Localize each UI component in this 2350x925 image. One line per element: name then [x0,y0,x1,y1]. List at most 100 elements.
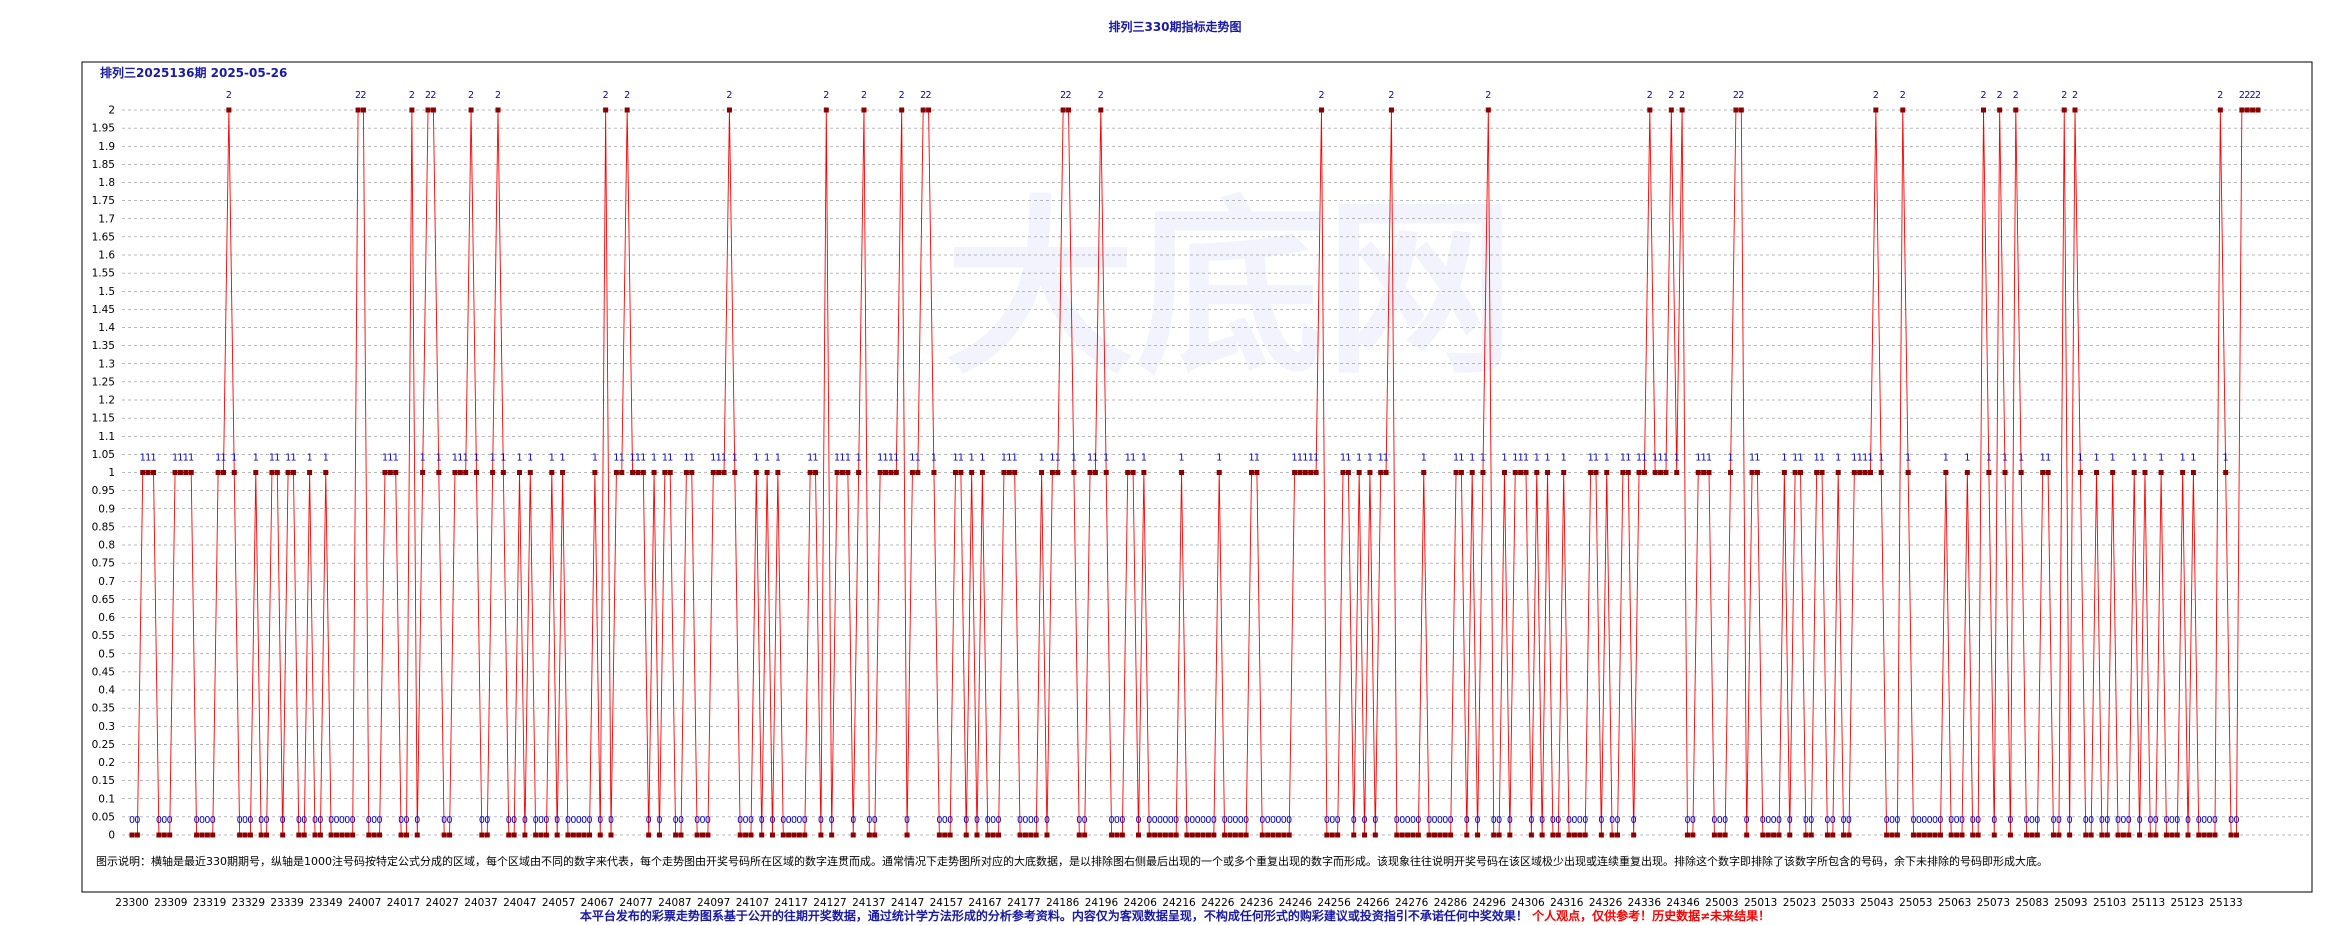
x-tick-label: 25003 [1705,897,1738,909]
data-point [710,470,716,475]
data-point-label: 1 [1345,453,1351,464]
data-point [1900,107,1906,113]
data-point-label: 0 [1571,815,1577,826]
data-point-label: 1 [1103,453,1109,464]
data-point [1749,470,1755,475]
data-point [1808,832,1814,838]
data-point-label: 0 [2120,815,2126,826]
data-point-label: 0 [371,815,377,826]
data-point [425,107,431,113]
data-point [403,832,409,838]
y-tick-label: 0.35 [92,703,115,715]
data-point-label: 2 [861,90,867,101]
data-point-label: 0 [328,815,334,826]
data-point-label: 1 [888,453,894,464]
data-point-label: 0 [850,815,856,826]
data-point-label: 0 [484,815,490,826]
y-tick-label: 0.95 [92,485,115,497]
data-point [2185,832,2191,838]
data-point [1771,832,1777,838]
data-point-label: 0 [1884,815,1890,826]
data-point [334,832,340,838]
data-point-label: 0 [748,815,754,826]
data-point-label: 2 [1318,90,1324,101]
data-point [355,107,361,113]
data-point [1335,832,1341,838]
data-point-label: 1 [877,453,883,464]
data-point-label: 1 [1313,453,1319,464]
data-point [2153,832,2159,838]
data-point-label: 0 [339,815,345,826]
data-point [360,107,366,113]
data-point [2212,832,2218,838]
data-point-label: 2 [2061,90,2067,101]
data-point [1878,470,1884,475]
data-point-label: 1 [2110,453,2116,464]
data-point-label: 0 [1566,815,1572,826]
x-tick-label: 24117 [775,897,808,909]
x-tick-label: 25113 [2132,897,2165,909]
data-point [2024,832,2030,838]
data-point-label: 0 [1157,815,1163,826]
data-point [1119,832,1125,838]
data-point [1620,470,1626,475]
data-point [678,832,684,838]
data-point-label: 1 [807,453,813,464]
data-point [829,832,835,838]
data-point [2255,107,2261,113]
data-point [242,832,248,838]
data-point-label: 1 [2190,453,2196,464]
data-point [1082,832,1088,838]
data-point-label: 1 [1383,453,1389,464]
data-point-label: 0 [1211,815,1217,826]
data-point [522,832,528,838]
y-tick-label: 1.6 [98,250,115,262]
data-point-label: 0 [1771,815,1777,826]
data-point-label: 1 [1851,453,1857,464]
data-point-label: 0 [1555,815,1561,826]
data-point-label: 2 [360,90,366,101]
data-point-label: 0 [656,815,662,826]
data-point [1399,832,1405,838]
data-point [420,470,426,475]
data-point [1200,832,1206,838]
data-point-label: 0 [1437,815,1443,826]
data-point [1701,470,1707,475]
data-point-label: 0 [743,815,749,826]
data-point [393,470,399,475]
data-point [656,832,662,838]
x-tick-label: 24137 [852,897,885,909]
y-tick-label: 1.05 [92,449,115,461]
data-point-label: 1 [1663,453,1669,464]
data-point [2061,107,2067,113]
data-point-label: 1 [1534,453,1540,464]
data-point [1372,832,1378,838]
data-point [2207,832,2213,838]
data-point-label: 1 [969,453,975,464]
data-point-label: 1 [2131,453,2137,464]
data-point-label: 0 [1841,815,1847,826]
data-point [1292,470,1298,475]
data-point [2013,107,2019,113]
data-point [1706,470,1712,475]
y-tick-label: 0.6 [98,612,115,624]
data-point [1873,107,1879,113]
data-point-label: 1 [834,453,840,464]
data-point [1033,832,1039,838]
data-point [1453,470,1459,475]
data-point-label: 0 [2115,815,2121,826]
data-point-label: 0 [2147,815,2153,826]
data-point [1211,832,1217,838]
data-point [694,832,700,838]
data-point-label: 1 [1797,453,1803,464]
data-point-label: 1 [1453,453,1459,464]
data-point-label: 2 [823,90,829,101]
data-point-label: 1 [393,453,399,464]
data-point [565,832,571,838]
data-point [1141,470,1147,475]
data-point [1582,832,1588,838]
data-point [468,107,474,113]
data-point [1916,832,1922,838]
data-point [490,470,496,475]
data-point [264,832,270,838]
